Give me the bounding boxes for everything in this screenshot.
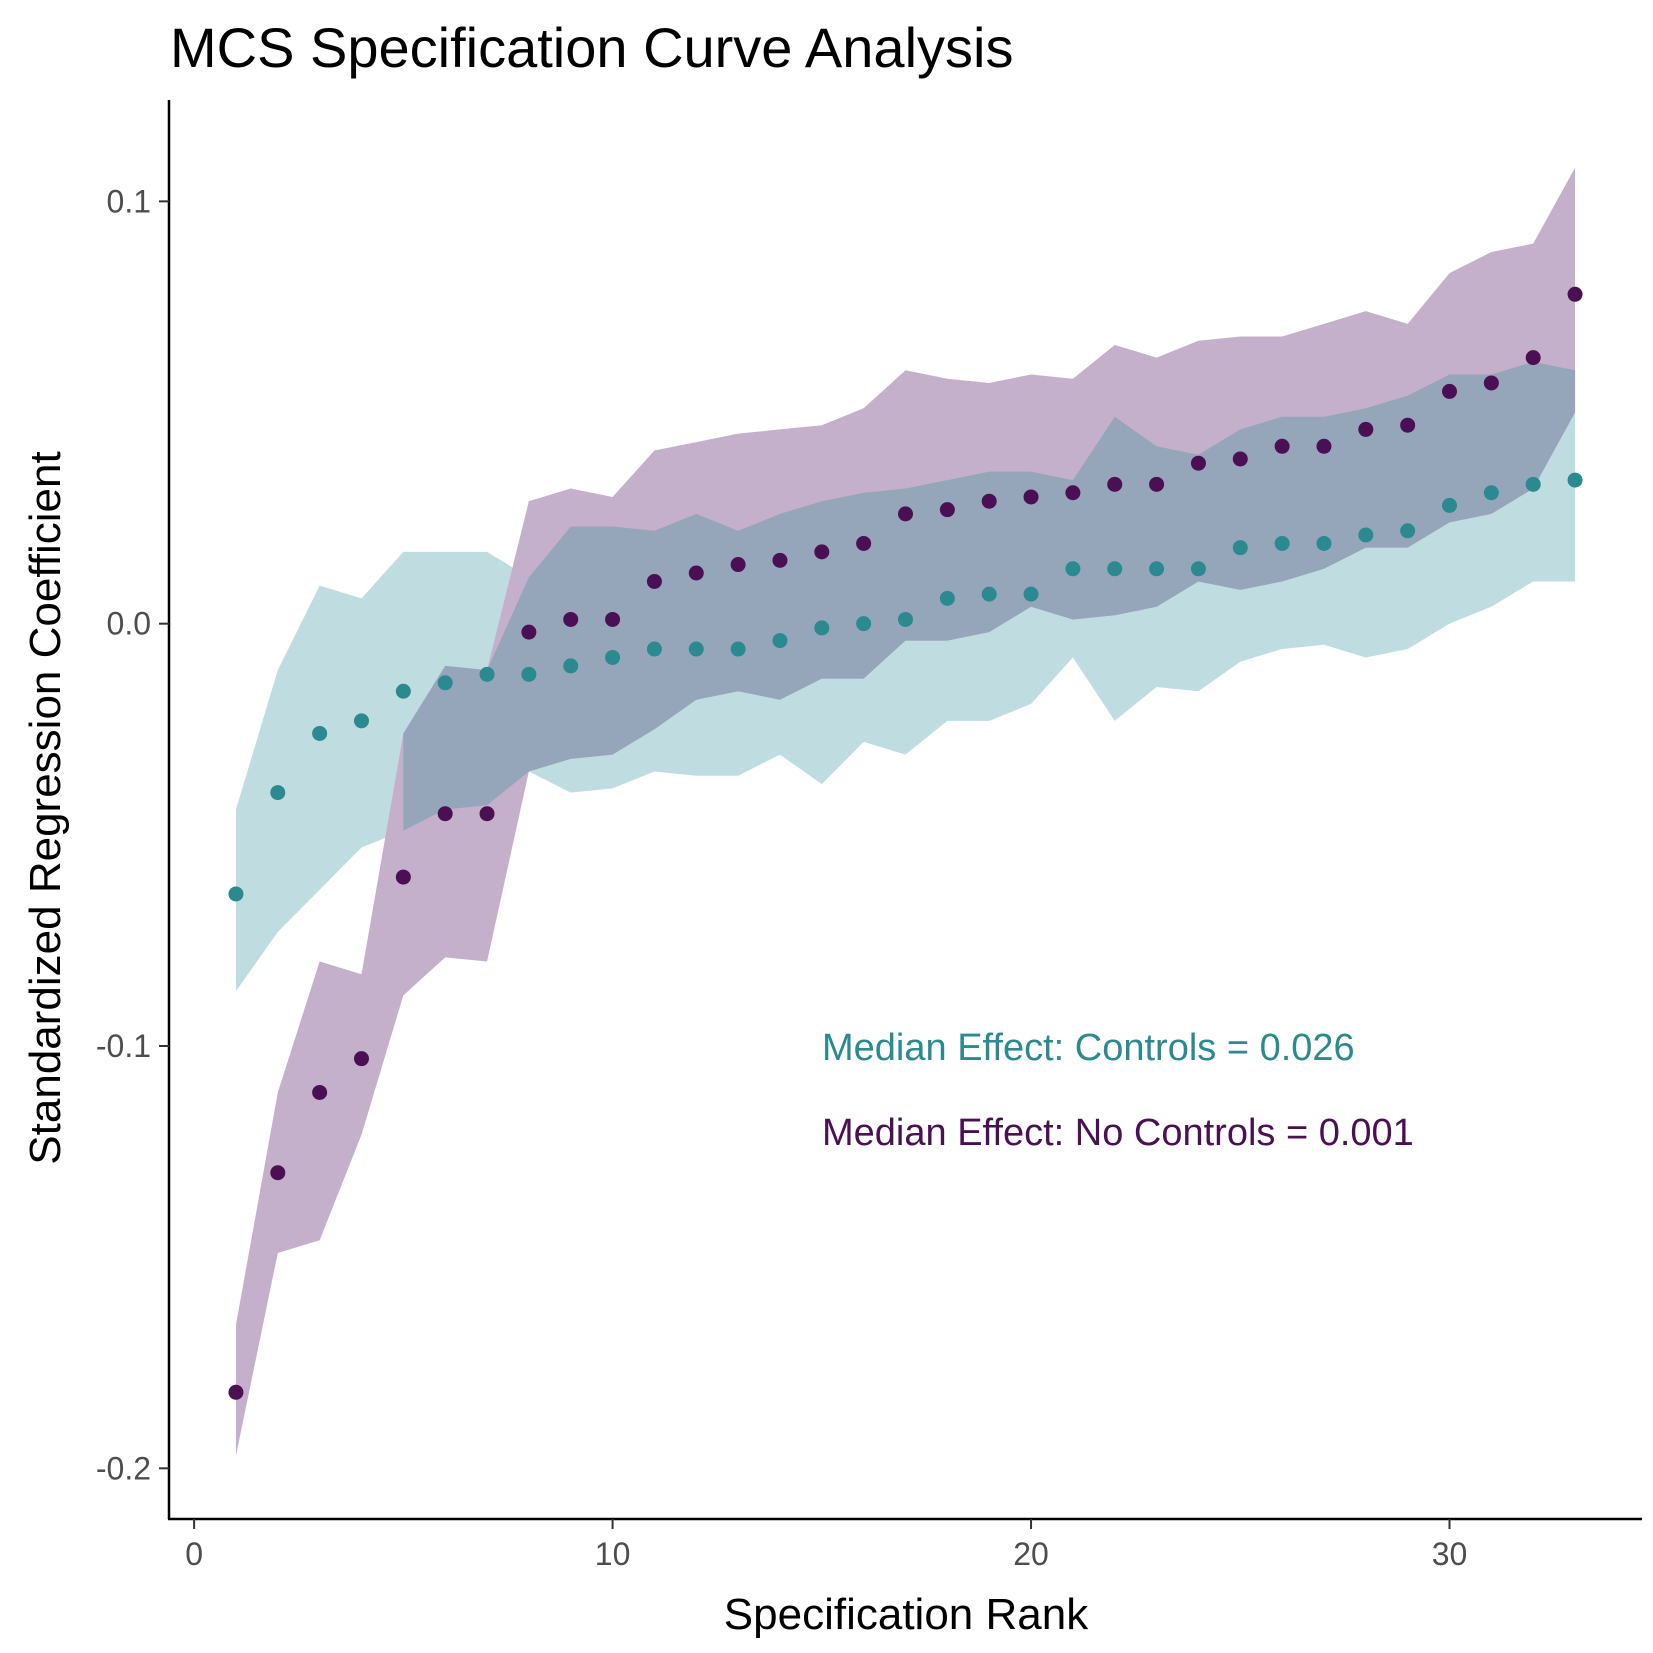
point-controls xyxy=(605,649,621,665)
point-controls xyxy=(353,713,369,729)
point-no_controls xyxy=(1567,286,1583,302)
point-controls xyxy=(1483,485,1499,501)
point-no_controls xyxy=(1316,438,1332,454)
x-tick-label: 0 xyxy=(185,1536,203,1572)
point-controls xyxy=(228,886,244,902)
point-controls xyxy=(1023,586,1039,602)
point-controls xyxy=(395,683,411,699)
x-tick-label: 10 xyxy=(595,1536,631,1572)
point-no_controls xyxy=(730,557,746,573)
point-controls xyxy=(646,641,662,657)
x-tick-label: 20 xyxy=(1013,1536,1049,1572)
chart-title: MCS Specification Curve Analysis xyxy=(170,16,1013,79)
data-points xyxy=(228,286,1583,1400)
point-no_controls xyxy=(1400,417,1416,433)
point-no_controls xyxy=(898,506,913,522)
point-no_controls xyxy=(605,611,621,627)
y-tick-label: -0.1 xyxy=(96,1028,151,1064)
point-controls xyxy=(270,785,286,801)
point-controls xyxy=(856,616,872,632)
point-no_controls xyxy=(1483,375,1499,391)
point-no_controls xyxy=(1274,438,1290,454)
point-no_controls xyxy=(1358,421,1374,437)
point-no_controls xyxy=(1065,485,1081,501)
point-controls xyxy=(981,586,997,602)
point-controls xyxy=(688,641,704,657)
y-tick-label: 0.1 xyxy=(107,183,151,219)
point-no_controls xyxy=(981,493,997,509)
point-controls xyxy=(814,620,830,636)
point-no_controls xyxy=(1023,489,1039,505)
x-ticks: 0 10 20 30 xyxy=(185,1519,1467,1572)
point-controls xyxy=(1358,527,1374,543)
point-controls xyxy=(1442,497,1458,513)
point-no_controls xyxy=(228,1384,244,1400)
point-no_controls xyxy=(1525,350,1541,366)
point-controls xyxy=(898,611,913,627)
x-axis-title: Specification Rank xyxy=(724,1590,1089,1639)
point-no_controls xyxy=(312,1084,328,1100)
point-no_controls xyxy=(563,611,579,627)
point-controls xyxy=(312,725,328,741)
point-no_controls xyxy=(1232,451,1248,467)
point-no_controls xyxy=(1442,383,1458,399)
point-controls xyxy=(772,633,788,649)
point-controls xyxy=(939,590,955,606)
y-tick-label: 0.0 xyxy=(107,606,151,642)
point-no_controls xyxy=(772,552,788,568)
point-no_controls xyxy=(646,573,662,589)
point-controls xyxy=(1567,472,1583,488)
point-no_controls xyxy=(395,869,411,885)
point-controls xyxy=(437,675,453,691)
y-ticks: 0.1 0.0 -0.1 -0.2 xyxy=(96,183,169,1486)
point-controls xyxy=(479,666,495,682)
point-controls xyxy=(1274,535,1290,551)
point-controls xyxy=(1316,535,1332,551)
point-no_controls xyxy=(353,1051,369,1067)
axes xyxy=(167,100,1642,1521)
point-controls xyxy=(563,658,579,674)
y-axis-title: Standardized Regression Coefficient xyxy=(21,451,70,1164)
x-tick-label: 30 xyxy=(1432,1536,1468,1572)
point-controls xyxy=(521,666,537,682)
median-effect-no-controls: Median Effect: No Controls = 0.001 xyxy=(822,1112,1414,1154)
point-no_controls xyxy=(1107,476,1123,492)
point-controls xyxy=(1190,561,1206,577)
median-effect-controls: Median Effect: Controls = 0.026 xyxy=(822,1027,1355,1069)
point-controls xyxy=(1065,561,1081,577)
point-no_controls xyxy=(814,544,830,560)
point-controls xyxy=(1525,476,1541,492)
point-no_controls xyxy=(1149,476,1165,492)
point-controls xyxy=(730,641,746,657)
point-no_controls xyxy=(479,806,495,822)
point-controls xyxy=(1107,561,1123,577)
point-no_controls xyxy=(521,624,537,640)
point-no_controls xyxy=(688,565,704,581)
point-controls xyxy=(1400,523,1416,539)
point-no_controls xyxy=(939,502,955,518)
point-no_controls xyxy=(856,535,872,551)
point-controls xyxy=(1232,540,1248,556)
point-controls xyxy=(1149,561,1165,577)
point-no_controls xyxy=(1190,455,1206,471)
point-no_controls xyxy=(270,1165,286,1181)
point-no_controls xyxy=(437,806,453,822)
y-tick-label: -0.2 xyxy=(96,1450,151,1486)
